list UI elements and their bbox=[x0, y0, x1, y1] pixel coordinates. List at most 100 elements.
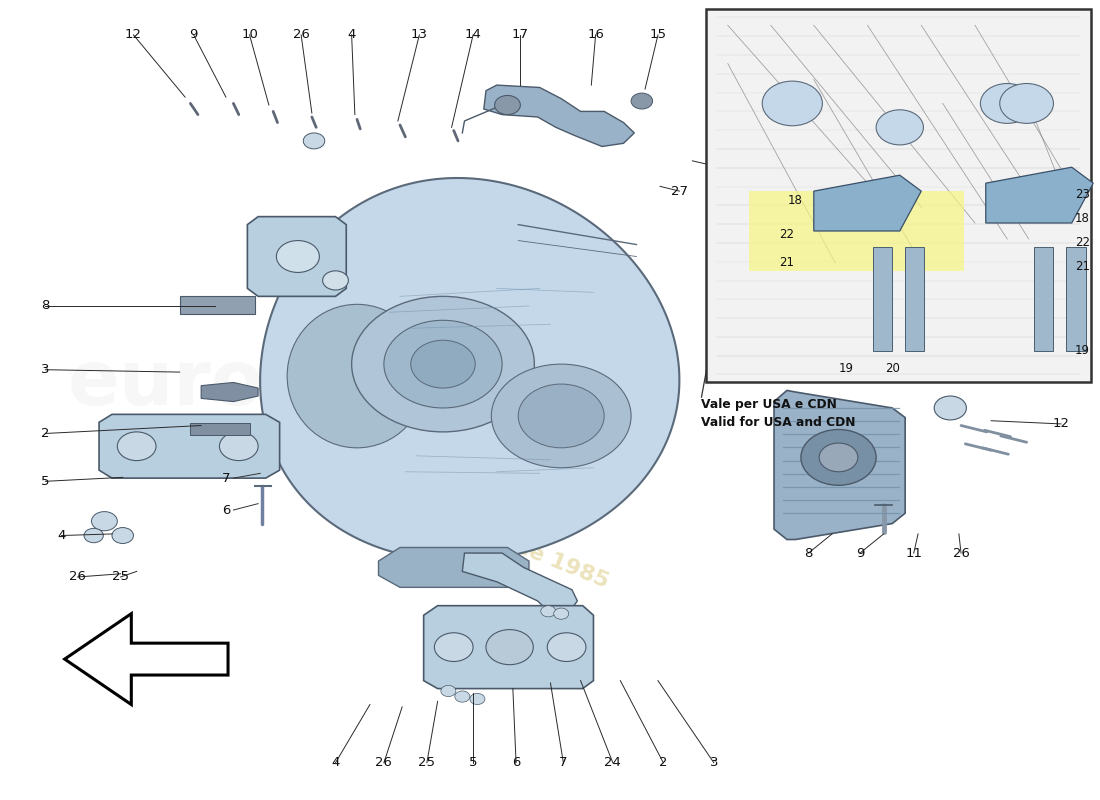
Text: 3: 3 bbox=[710, 756, 718, 770]
Circle shape bbox=[470, 694, 485, 705]
Circle shape bbox=[495, 95, 520, 114]
Text: 8: 8 bbox=[41, 299, 50, 313]
Circle shape bbox=[980, 83, 1034, 123]
Text: 9: 9 bbox=[189, 28, 198, 42]
Text: eurocarparts: eurocarparts bbox=[68, 347, 625, 421]
Text: a passion for parts since 1985: a passion for parts since 1985 bbox=[253, 431, 612, 592]
Text: 15: 15 bbox=[649, 28, 667, 42]
Circle shape bbox=[820, 443, 858, 472]
Text: 18: 18 bbox=[1075, 212, 1090, 225]
Polygon shape bbox=[424, 606, 594, 689]
Polygon shape bbox=[201, 382, 258, 402]
Text: 16: 16 bbox=[587, 28, 604, 42]
Circle shape bbox=[276, 241, 319, 273]
Circle shape bbox=[322, 271, 349, 290]
Text: 21: 21 bbox=[1075, 259, 1090, 273]
Text: 2: 2 bbox=[659, 756, 668, 770]
Circle shape bbox=[219, 432, 258, 461]
Text: 12: 12 bbox=[125, 28, 142, 42]
Circle shape bbox=[1000, 83, 1054, 123]
Polygon shape bbox=[99, 414, 279, 478]
Text: 26: 26 bbox=[293, 28, 309, 42]
Circle shape bbox=[112, 527, 133, 543]
Circle shape bbox=[84, 528, 103, 542]
Bar bbox=[1066, 247, 1086, 350]
Polygon shape bbox=[814, 175, 922, 231]
Circle shape bbox=[441, 686, 455, 697]
Bar bbox=[873, 247, 892, 350]
Circle shape bbox=[541, 606, 556, 617]
Text: 3: 3 bbox=[41, 363, 50, 376]
Text: 26: 26 bbox=[375, 756, 393, 770]
Text: 4: 4 bbox=[57, 529, 66, 542]
Text: 17: 17 bbox=[512, 28, 529, 42]
Text: 4: 4 bbox=[331, 756, 340, 770]
Circle shape bbox=[801, 430, 876, 486]
Text: 26: 26 bbox=[69, 570, 86, 583]
Polygon shape bbox=[378, 547, 529, 587]
Text: 11: 11 bbox=[905, 546, 922, 559]
Text: 9: 9 bbox=[856, 546, 865, 559]
Circle shape bbox=[492, 364, 631, 468]
Text: 4: 4 bbox=[348, 28, 355, 42]
Polygon shape bbox=[462, 553, 578, 611]
Text: 19: 19 bbox=[1075, 344, 1090, 357]
Text: 26: 26 bbox=[953, 546, 969, 559]
Circle shape bbox=[352, 296, 535, 432]
Text: 6: 6 bbox=[512, 756, 520, 770]
Polygon shape bbox=[65, 614, 228, 705]
Circle shape bbox=[876, 110, 923, 145]
Circle shape bbox=[486, 630, 534, 665]
Text: 21: 21 bbox=[780, 256, 794, 270]
Circle shape bbox=[410, 340, 475, 388]
Polygon shape bbox=[986, 167, 1093, 223]
Text: 8: 8 bbox=[804, 546, 813, 559]
Text: 25: 25 bbox=[418, 756, 436, 770]
Text: 19: 19 bbox=[838, 362, 854, 374]
Text: 7: 7 bbox=[559, 756, 568, 770]
Bar bbox=[1034, 247, 1054, 350]
FancyBboxPatch shape bbox=[706, 10, 1091, 382]
Polygon shape bbox=[749, 191, 965, 271]
Text: 22: 22 bbox=[1075, 236, 1090, 249]
Circle shape bbox=[91, 512, 118, 530]
Text: 12: 12 bbox=[1053, 418, 1069, 430]
Text: 24: 24 bbox=[604, 756, 622, 770]
Bar bbox=[179, 296, 255, 314]
Circle shape bbox=[118, 432, 156, 461]
Circle shape bbox=[454, 691, 470, 702]
Text: 4: 4 bbox=[1035, 370, 1044, 382]
Text: 27: 27 bbox=[671, 185, 688, 198]
Polygon shape bbox=[774, 390, 905, 539]
Text: 14: 14 bbox=[464, 28, 482, 42]
Circle shape bbox=[547, 633, 586, 662]
Text: 5: 5 bbox=[469, 756, 477, 770]
Text: 1: 1 bbox=[716, 161, 725, 174]
Circle shape bbox=[384, 320, 502, 408]
Text: 25: 25 bbox=[112, 570, 129, 583]
Circle shape bbox=[553, 608, 569, 619]
Circle shape bbox=[304, 133, 324, 149]
Text: 5: 5 bbox=[41, 475, 50, 488]
Circle shape bbox=[518, 384, 604, 448]
Polygon shape bbox=[248, 217, 346, 296]
Text: 6: 6 bbox=[222, 503, 230, 517]
Text: 13: 13 bbox=[410, 28, 428, 42]
Text: 7: 7 bbox=[221, 472, 230, 485]
Bar bbox=[190, 423, 250, 435]
Text: 23: 23 bbox=[1075, 188, 1090, 201]
Circle shape bbox=[762, 81, 823, 126]
Text: 2: 2 bbox=[41, 427, 50, 440]
Text: Vale per USA e CDN
Valid for USA and CDN: Vale per USA e CDN Valid for USA and CDN bbox=[701, 398, 856, 430]
Text: 18: 18 bbox=[788, 194, 803, 207]
Circle shape bbox=[434, 633, 473, 662]
Ellipse shape bbox=[287, 304, 427, 448]
Circle shape bbox=[631, 93, 652, 109]
Bar bbox=[905, 247, 924, 350]
Text: 10: 10 bbox=[241, 28, 258, 42]
Text: 20: 20 bbox=[884, 362, 900, 374]
Circle shape bbox=[934, 396, 967, 420]
Text: 22: 22 bbox=[780, 228, 794, 241]
Polygon shape bbox=[484, 85, 635, 146]
Polygon shape bbox=[260, 178, 680, 561]
